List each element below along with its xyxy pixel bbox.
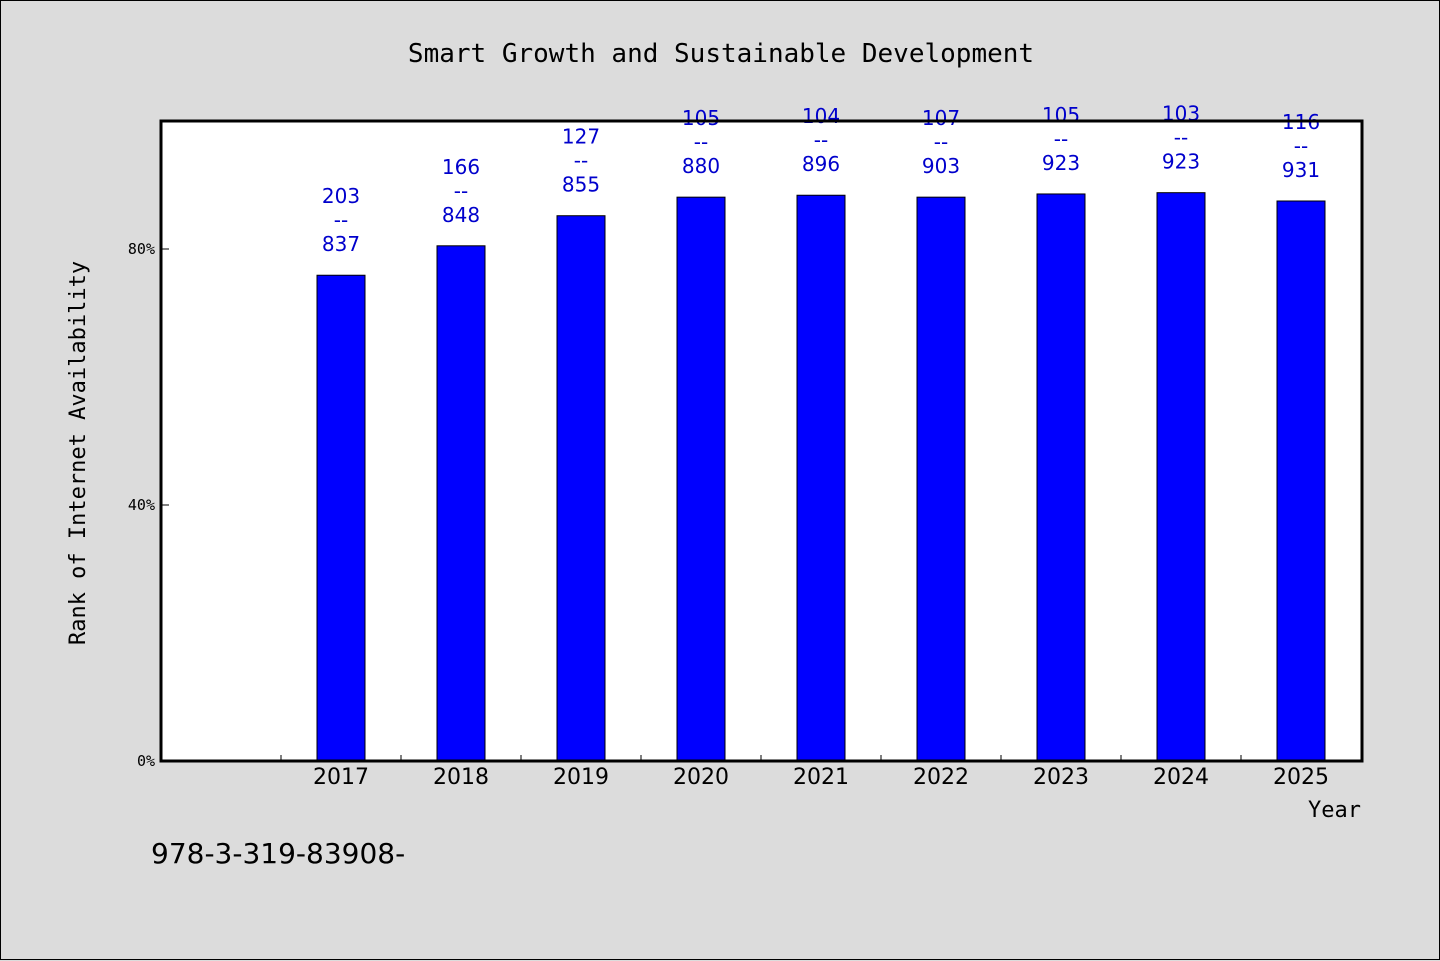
bar-label-top-2021: 104: [802, 104, 840, 128]
bar-label-bottom-2020: 880: [682, 154, 720, 178]
bar-2022: [916, 196, 966, 762]
bar-2020: [676, 196, 726, 762]
bar-label-sep-2021: --: [814, 128, 828, 152]
bar-label-bottom-2023: 923: [1042, 151, 1080, 175]
bar-label-sep-2023: --: [1054, 127, 1068, 151]
x-tick-label-2022: 2022: [913, 765, 969, 790]
bar-label-bottom-2021: 896: [802, 152, 840, 176]
footer-isbn: 978-3-319-83908-: [151, 837, 405, 870]
bar-label-bottom-2019: 855: [562, 173, 600, 197]
x-axis: 2017 2018 2019 2020 2021 2022 2023 2024 2025: [280, 755, 1362, 790]
y-tick-label: 0%: [137, 752, 155, 770]
bar-label-sep-2020: --: [694, 130, 708, 154]
bar-label-bottom-2018: 848: [442, 203, 480, 227]
bar-2021: [796, 194, 846, 762]
bar-label-sep-2022: --: [934, 130, 948, 154]
bar-label-sep-2025: --: [1294, 134, 1308, 158]
x-tick-label-2025: 2025: [1273, 765, 1329, 790]
x-tick-label-2019: 2019: [553, 765, 609, 790]
x-tick-label-2021: 2021: [793, 765, 849, 790]
bar-label-top-2023: 105: [1042, 103, 1080, 127]
x-axis-label: Year: [1308, 798, 1361, 823]
chart-title: Smart Growth and Sustainable Development: [408, 39, 1034, 69]
bar-label-top-2017: 203: [322, 184, 360, 208]
x-tick-label-2017: 2017: [313, 765, 369, 790]
bar-label-sep-2017: --: [334, 208, 348, 232]
bar-label-sep-2019: --: [574, 149, 588, 173]
bar-label-bottom-2024: 923: [1162, 150, 1200, 174]
bar-label-bottom-2017: 837: [322, 232, 360, 256]
bar-label-bottom-2025: 931: [1282, 158, 1320, 182]
bar-label-sep-2024: --: [1174, 126, 1188, 150]
x-tick-label-2020: 2020: [673, 765, 729, 790]
y-tick-label: 80%: [128, 240, 155, 258]
bar-label-top-2020: 105: [682, 106, 720, 130]
bar-2017: [316, 274, 366, 762]
y-axis: 0% 40% 80%: [128, 240, 169, 770]
bar-2023: [1036, 193, 1086, 762]
bar-label-bottom-2022: 903: [922, 154, 960, 178]
bar-2024: [1156, 192, 1206, 762]
bar-2025: [1276, 200, 1326, 762]
bar-label-top-2018: 166: [442, 155, 480, 179]
bar-label-top-2019: 127: [562, 125, 600, 149]
bar-2018: [436, 245, 486, 762]
bar-label-sep-2018: --: [454, 179, 468, 203]
bar-label-top-2022: 107: [922, 106, 960, 130]
bars-group: [316, 192, 1326, 762]
x-tick-label-2023: 2023: [1033, 765, 1089, 790]
data-labels-group: 203--837166--848127--855105--880104--896…: [322, 102, 1320, 257]
bar-2019: [556, 215, 606, 762]
x-tick-label-2024: 2024: [1153, 765, 1209, 790]
y-axis-label: Rank of Internet Availability: [66, 261, 91, 645]
y-tick-label: 40%: [128, 496, 155, 514]
x-tick-label-2018: 2018: [433, 765, 489, 790]
